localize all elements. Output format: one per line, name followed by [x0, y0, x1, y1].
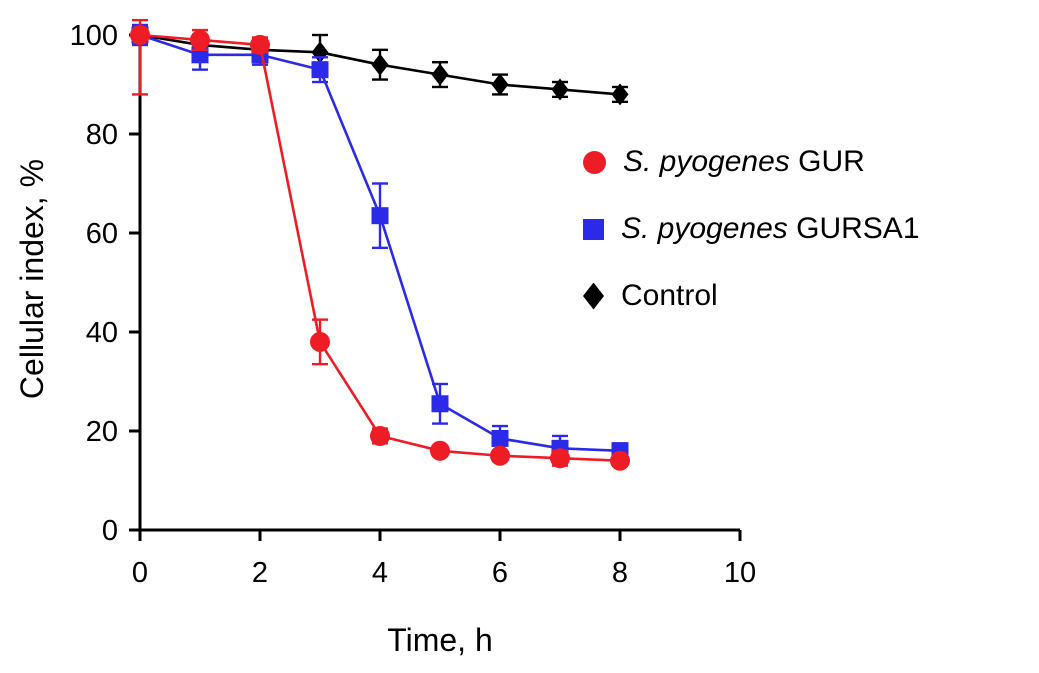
y-tick-label: 80 [86, 119, 118, 151]
series-markers [130, 25, 630, 471]
x-tick-label: 6 [492, 557, 508, 589]
y-axis-title: Cellular index, % [14, 158, 50, 400]
legend-label-rest: GURSA1 [787, 212, 920, 245]
y-tick-label: 20 [86, 416, 118, 448]
x-tick-label: 10 [724, 557, 756, 589]
legend-item-control: Control [583, 274, 920, 318]
legend-label-italic: S. pyogenes [621, 212, 788, 245]
legend-label: S. pyogenes GURSA1 [621, 212, 920, 246]
y-tick-label: 40 [86, 317, 118, 349]
legend: S. pyogenes GUR S. pyogenes GURSA1 Contr… [583, 140, 920, 318]
y-tick-label: 100 [70, 20, 118, 52]
legend-item-gursa1: S. pyogenes GURSA1 [583, 207, 920, 251]
legend-label: S. pyogenes GUR [623, 145, 865, 179]
legend-label-italic: S. pyogenes [623, 145, 790, 178]
x-tick-label: 4 [372, 557, 388, 589]
series-s-pyogenes-gur [130, 18, 630, 471]
x-axis-title: Time, h [387, 622, 493, 658]
legend-item-gur: S. pyogenes GUR [583, 140, 920, 184]
x-tick-label: 8 [612, 557, 628, 589]
y-tick-label: 0 [102, 515, 118, 547]
legend-label-rest: GUR [789, 145, 865, 178]
square-marker-icon [583, 218, 604, 240]
x-tick-label: 2 [252, 557, 268, 589]
x-tick-label: 0 [132, 557, 148, 589]
legend-label: Control [621, 279, 718, 313]
legend-label-rest: Control [621, 279, 718, 312]
y-tick-label: 60 [86, 218, 118, 250]
diamond-marker-icon [583, 282, 604, 310]
circle-marker-icon [583, 150, 606, 174]
